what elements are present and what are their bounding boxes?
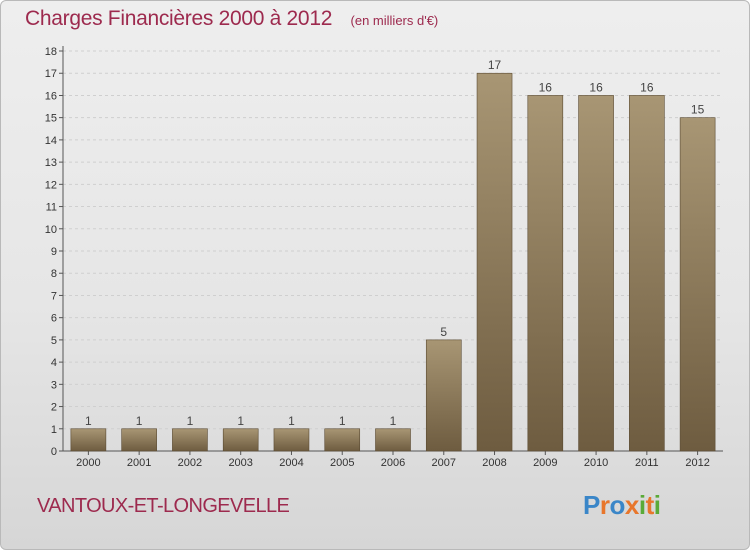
y-tick-label: 10	[45, 224, 57, 236]
x-tick-label: 2005	[330, 457, 354, 469]
logo-letter: x	[624, 490, 639, 520]
bar-2008	[476, 72, 513, 452]
data-label: 16	[640, 80, 654, 94]
y-tick-label: 1	[51, 424, 57, 436]
bar-2010	[578, 95, 614, 452]
bar-2006	[375, 428, 411, 452]
logo-letter: o	[609, 490, 625, 520]
y-tick-label: 12	[45, 179, 57, 191]
data-label: 1	[288, 414, 295, 428]
x-tick-label: 2001	[127, 457, 151, 469]
x-tick-label: 2010	[584, 457, 608, 469]
data-label: 15	[691, 103, 705, 117]
bars	[70, 72, 716, 452]
proxiti-logo[interactable]: Proxiti	[583, 490, 661, 521]
y-tick-label: 6	[51, 313, 57, 325]
data-label: 16	[589, 80, 603, 94]
chart-title: Charges Financières 2000 à 2012	[25, 7, 333, 30]
commune-name: VANTOUX-ET-LONGEVELLE	[37, 495, 290, 517]
logo-letter: r	[599, 490, 610, 520]
x-tick-label: 2004	[279, 457, 303, 469]
grid-lines	[63, 50, 723, 430]
title-row: Charges Financières 2000 à 2012 (en mill…	[25, 7, 438, 31]
bar-2000	[70, 428, 107, 452]
bar-2005	[324, 428, 361, 452]
bar-2002	[172, 428, 208, 452]
bar-2001	[121, 428, 157, 452]
y-tick-label: 5	[51, 335, 57, 347]
y-tick-label: 15	[45, 113, 57, 125]
y-tick-label: 4	[51, 357, 57, 369]
data-label: 1	[339, 414, 346, 428]
logo-letter: i	[638, 490, 646, 520]
y-tick-label: 14	[45, 135, 57, 147]
bar-2012	[679, 117, 716, 452]
y-tick-label: 8	[51, 268, 57, 280]
data-label: 1	[136, 414, 143, 428]
x-tick-label: 2012	[685, 457, 709, 469]
y-tick-label: 0	[51, 446, 57, 458]
data-label: 1	[85, 414, 92, 428]
logo-letter: i	[653, 490, 661, 520]
x-tick-label: 2008	[482, 457, 506, 469]
data-label: 1	[237, 414, 244, 428]
x-tick-label: 2000	[76, 457, 100, 469]
x-tick-label: 2006	[381, 457, 405, 469]
data-label: 1	[187, 414, 194, 428]
data-label: 5	[440, 325, 447, 339]
chart-subtitle: (en milliers d'€)	[350, 13, 439, 28]
bar-2011	[629, 95, 665, 452]
data-label: 1	[390, 414, 397, 428]
y-tick-label: 13	[45, 157, 57, 169]
y-tick-label: 2	[51, 402, 57, 414]
y-tick-label: 17	[45, 68, 57, 80]
x-tick-label: 2007	[432, 457, 456, 469]
y-tick-label: 11	[46, 202, 57, 214]
bar-2007	[425, 339, 462, 452]
x-tick-label: 2009	[533, 457, 557, 469]
bar-2004	[273, 428, 310, 452]
y-tick-label: 16	[45, 90, 57, 102]
y-tick-label: 18	[45, 46, 57, 58]
bar-2003	[222, 428, 259, 452]
x-tick-label: 2003	[228, 457, 252, 469]
y-tick-label: 7	[51, 290, 57, 302]
data-label: 17	[488, 58, 502, 72]
y-tick-label: 3	[51, 379, 57, 391]
y-tick-label: 9	[51, 246, 57, 258]
bar-2009	[527, 95, 564, 452]
data-label: 16	[539, 80, 553, 94]
logo-letter: P	[583, 490, 600, 520]
logo-letter: t	[645, 490, 655, 520]
x-tick-label: 2011	[635, 457, 659, 469]
x-tick-label: 2002	[178, 457, 202, 469]
